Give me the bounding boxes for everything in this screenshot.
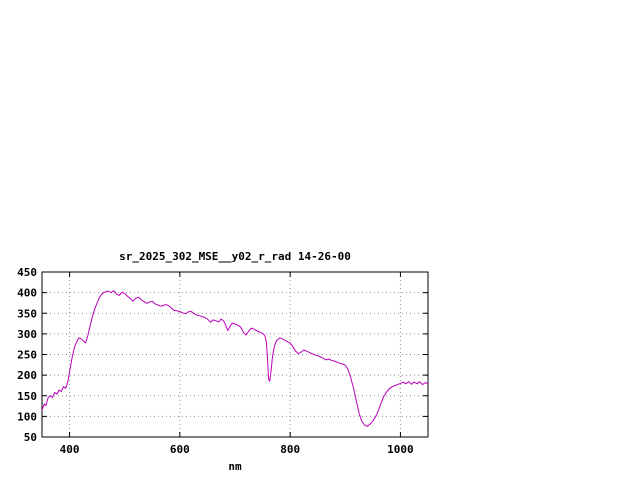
x-axis-label: nm <box>228 460 242 473</box>
y-tick-label: 250 <box>17 349 37 362</box>
chart-title: sr_2025_302_MSE__y02_r_rad 14-26-00 <box>119 250 351 263</box>
x-tick-label: 1000 <box>387 443 414 456</box>
y-tick-label: 100 <box>17 410 37 423</box>
y-tick-label: 300 <box>17 328 37 341</box>
y-tick-label: 350 <box>17 307 37 320</box>
y-tick-label: 450 <box>17 266 37 279</box>
x-tick-label: 400 <box>60 443 80 456</box>
y-tick-label: 200 <box>17 369 37 382</box>
y-tick-label: 150 <box>17 390 37 403</box>
x-tick-label: 600 <box>170 443 190 456</box>
x-tick-label: 800 <box>280 443 300 456</box>
spectrum-line <box>41 290 429 427</box>
y-tick-label: 50 <box>24 431 37 444</box>
y-tick-label: 400 <box>17 287 37 300</box>
